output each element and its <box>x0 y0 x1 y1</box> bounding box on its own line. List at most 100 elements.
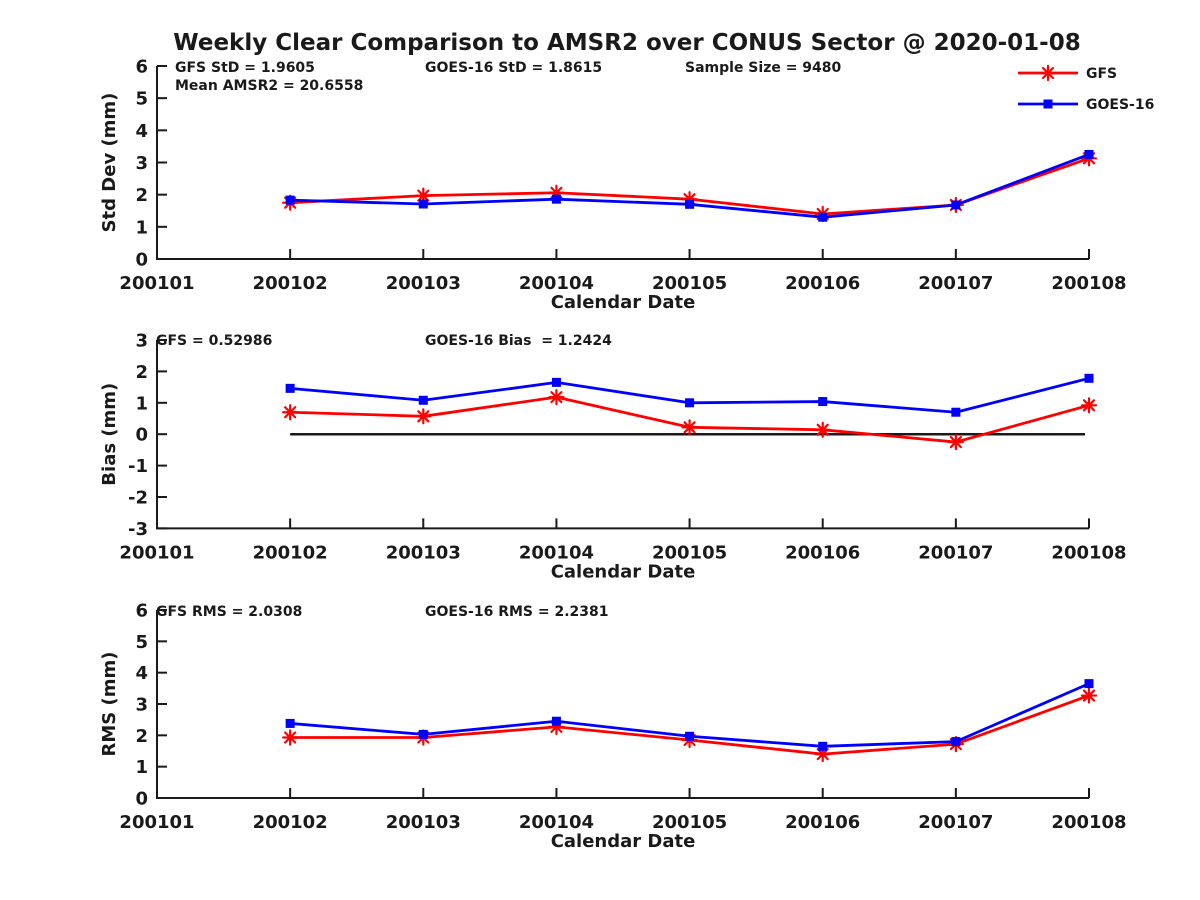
square-marker <box>1084 373 1094 383</box>
annotation: GFS StD = 1.9605 <box>175 60 315 76</box>
series-gfs <box>282 389 1098 451</box>
figure-title: Weekly Clear Comparison to AMSR2 over CO… <box>173 30 1081 56</box>
square-marker <box>551 716 561 726</box>
axis-lines <box>156 66 1089 260</box>
x-tick-label: 200108 <box>1051 542 1126 563</box>
annotation: GOES-16 StD = 1.8615 <box>425 60 602 76</box>
panel-rms: 0 1 2 3 4 5 6 200101 200102 200103 200104 200105 200… <box>99 601 1127 853</box>
x-tick-label: 200105 <box>652 273 727 294</box>
x-tick-label: 200107 <box>918 542 993 563</box>
square-marker <box>951 200 961 210</box>
series-gfs <box>282 687 1098 763</box>
y-tick-label: -2 <box>128 488 148 509</box>
asterisk-marker <box>282 404 299 421</box>
y-tick-label: 2 <box>135 185 148 206</box>
square-marker <box>551 377 561 387</box>
asterisk-marker <box>415 187 432 204</box>
annotation: GOES-16 RMS = 2.2381 <box>425 604 609 620</box>
asterisk-marker <box>814 746 831 763</box>
y-tick-label: 1 <box>135 757 148 778</box>
x-tick-label: 200105 <box>652 542 727 563</box>
series-goes-16 <box>285 679 1094 751</box>
square-marker <box>285 383 295 393</box>
x-tick-label: 200104 <box>519 542 594 563</box>
square-marker <box>1084 149 1094 159</box>
x-tick-label: 200102 <box>253 542 328 563</box>
square-marker <box>685 199 695 209</box>
square-marker <box>1084 679 1094 689</box>
square-marker <box>285 195 295 205</box>
x-axis-title: Calendar Date <box>551 292 696 313</box>
legend-label: GFS <box>1086 66 1117 82</box>
x-tick-label: 200108 <box>1051 273 1126 294</box>
square-marker <box>818 397 828 407</box>
square-marker <box>285 718 295 728</box>
y-axis-title: Std Dev (mm) <box>99 93 120 233</box>
x-tick-label: 200101 <box>119 812 194 833</box>
y-tick-label: 0 <box>135 250 148 271</box>
y-tick-label: 3 <box>135 153 148 174</box>
annotation: GFS RMS = 2.0308 <box>156 604 302 620</box>
square-marker <box>951 737 961 747</box>
x-axis-title: Calendar Date <box>551 561 696 582</box>
asterisk-marker <box>1039 64 1057 82</box>
x-tick-label: 200101 <box>119 273 194 294</box>
y-tick-label: 3 <box>135 695 148 716</box>
annotation: GOES-16 Bias = 1.2424 <box>425 333 612 349</box>
series-goes-16 <box>285 373 1094 417</box>
asterisk-marker <box>1080 397 1098 414</box>
x-tick-label: 200107 <box>918 273 993 294</box>
legend: GFS GOES-16 <box>1018 64 1154 113</box>
x-tick-label: 200102 <box>253 812 328 833</box>
panel-std-dev: 0 1 2 3 4 5 6 200101 200102 200103 200104 200105 200… <box>99 57 1127 314</box>
x-tick-label: 200106 <box>785 812 860 833</box>
asterisk-marker <box>548 718 565 735</box>
x-tick-label: 200101 <box>119 542 194 563</box>
x-tick-label: 200103 <box>386 273 461 294</box>
x-tick-label: 200106 <box>785 273 860 294</box>
x-tick-label: 200103 <box>386 542 461 563</box>
y-tick-label: 0 <box>135 425 148 446</box>
annotation: Sample Size = 9480 <box>685 60 842 76</box>
square-marker <box>418 395 428 405</box>
y-tick-label: 2 <box>135 726 148 747</box>
y-tick-label: 4 <box>135 121 148 142</box>
asterisk-marker <box>548 184 565 201</box>
square-marker <box>1043 99 1053 109</box>
asterisk-marker <box>681 191 698 208</box>
asterisk-marker <box>681 419 698 436</box>
y-tick-label: -1 <box>128 456 148 477</box>
annotation: GFS = 0.52986 <box>156 333 272 349</box>
asterisk-marker <box>282 729 299 746</box>
y-axis-title: RMS (mm) <box>99 652 120 757</box>
y-tick-label: 3 <box>135 331 148 352</box>
y-tick-label: 4 <box>135 663 148 684</box>
axis-lines <box>156 610 1089 799</box>
asterisk-marker <box>814 421 831 438</box>
x-tick-label: 200104 <box>519 273 594 294</box>
square-marker <box>418 729 428 739</box>
square-marker <box>418 199 428 209</box>
annotation: Mean AMSR2 = 20.6558 <box>175 78 363 94</box>
square-marker <box>951 407 961 417</box>
asterisk-marker <box>1080 687 1098 704</box>
x-tick-label: 200105 <box>652 812 727 833</box>
x-axis-title: Calendar Date <box>551 831 696 852</box>
y-tick-label: 5 <box>135 632 148 653</box>
square-marker <box>685 398 695 408</box>
y-axis-title: Bias (mm) <box>99 383 120 486</box>
asterisk-marker <box>947 433 964 451</box>
y-tick-label: 2 <box>135 362 148 383</box>
square-marker <box>818 212 828 222</box>
x-tick-label: 200102 <box>253 273 328 294</box>
y-tick-label: 5 <box>135 89 148 110</box>
asterisk-marker <box>548 389 565 406</box>
y-tick-label: 1 <box>135 217 148 238</box>
series-goes-16 <box>285 149 1094 222</box>
y-tick-label: 6 <box>135 57 148 78</box>
square-marker <box>685 731 695 741</box>
panel-bias: -3 -2 -1 0 1 2 3 200101 200102 200103 200104 200105… <box>99 331 1127 583</box>
y-tick-label: 0 <box>135 789 148 810</box>
